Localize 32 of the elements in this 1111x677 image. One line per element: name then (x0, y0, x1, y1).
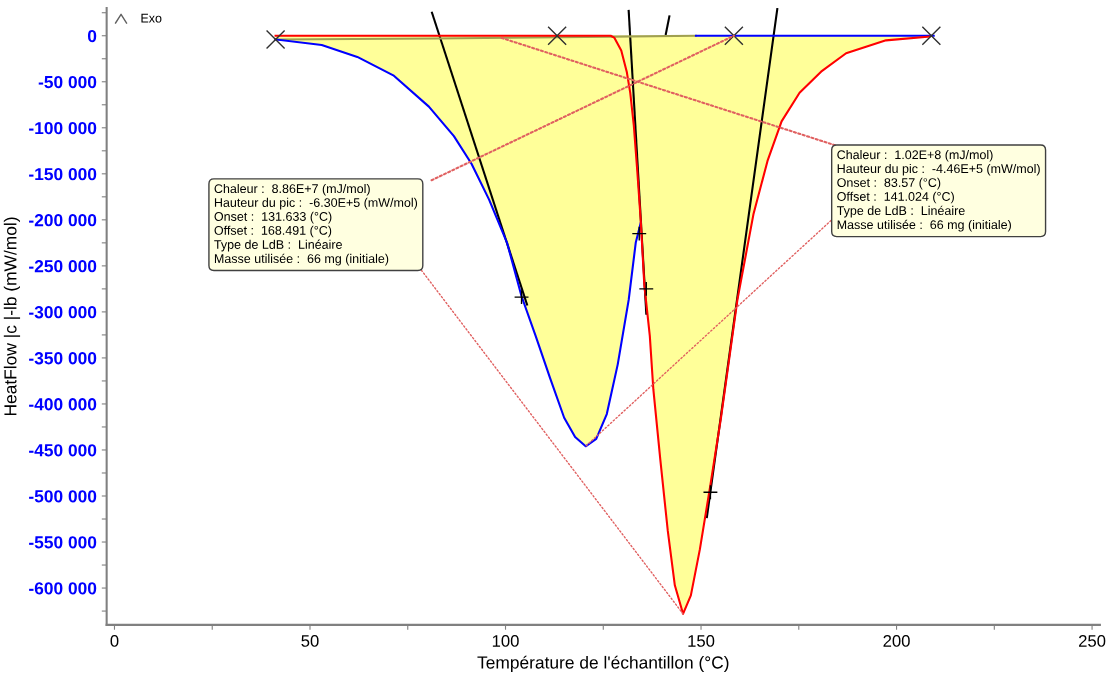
y-tick-label: 0 (87, 29, 97, 43)
point (631, 226, 647, 242)
x-tick-label: 50 (301, 635, 319, 647)
x-tick-label: 150 (688, 635, 715, 647)
x-axis-title: Température de l'échantillon (°C) (477, 655, 729, 673)
y-tick-label: -100 000 (29, 121, 97, 135)
y-tick-label: -150 000 (29, 167, 97, 181)
x-tick-label: 250 (1079, 635, 1106, 647)
y-axis-title: HeatFlow |c |-lb (mW/mol) (3, 217, 21, 416)
x-tick-label: 100 (492, 635, 519, 647)
point (265, 29, 286, 50)
x-tick-label: 200 (883, 635, 910, 647)
point (724, 26, 744, 46)
y-tick-label: -450 000 (29, 444, 97, 457)
point (638, 281, 654, 297)
y-tick-label: -200 000 (29, 214, 97, 227)
point (547, 26, 567, 46)
y-tick-label: -300 000 (29, 306, 97, 319)
y-tick-label: -250 000 (29, 260, 97, 273)
x-tick-label: 0 (110, 635, 119, 647)
y-tick-label: -50 000 (38, 75, 97, 89)
annotation: Exo (141, 13, 162, 23)
point (513, 289, 530, 305)
point (921, 26, 942, 46)
annotation: Chaleur : 1.02E+8 (mJ/mol) Hauteur du pic : -4.46E+5 (mW/mol) Onset : 83.57 (°C) Offset : 141.024 (°C) Type de LdB : Linéaire Masse utilisée : 66 mg (initiale) (836, 149, 1040, 232)
y-tick-label: -400 000 (29, 398, 97, 411)
annotation: Chaleur : 8.86E+7 (mJ/mol) Hauteur du pic : -6.30E+5 (mW/mol) Onset : 131.633 (°C) Offset : 168.491 (°C) Type de LdB : Linéaire Masse utilisée : 66 mg (initiale) (214, 183, 418, 266)
y-tick-label: -550 000 (29, 536, 97, 549)
y-tick-label: -500 000 (29, 490, 97, 503)
y-tick-label: -600 000 (29, 582, 97, 595)
point (702, 484, 719, 500)
y-tick-label: -350 000 (29, 352, 97, 365)
